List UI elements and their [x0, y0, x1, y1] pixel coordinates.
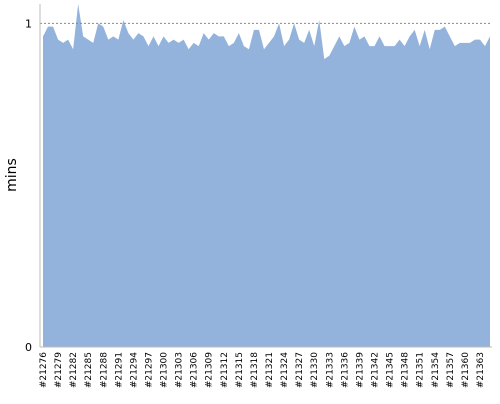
- x-tick-label: #21336: [340, 352, 350, 388]
- x-tick-label: #21315: [235, 352, 245, 388]
- x-tick-label: #21282: [69, 352, 79, 388]
- x-tick-label: #21363: [476, 352, 486, 388]
- x-tick-label: #21288: [99, 352, 109, 388]
- x-tick-label: #21300: [160, 352, 170, 388]
- x-tick-label: #21324: [280, 352, 290, 388]
- x-tick-label: #21285: [84, 352, 94, 388]
- x-tick-label: #21351: [416, 352, 426, 388]
- x-tick-label: #21345: [386, 352, 396, 388]
- x-tick-label: #21327: [295, 352, 305, 388]
- x-tick-label: #21276: [39, 352, 49, 388]
- x-tick-label: #21318: [250, 352, 260, 388]
- x-tick-label: #21303: [175, 352, 185, 388]
- x-tick-label: #21360: [461, 352, 471, 388]
- x-tick-label: #21330: [310, 352, 320, 388]
- x-tick-label: #21279: [54, 352, 64, 388]
- y-tick-label: 1: [25, 17, 32, 30]
- y-axis-label: mins: [4, 158, 20, 192]
- x-tick-label: #21309: [205, 352, 215, 388]
- x-tick-label: #21333: [325, 352, 335, 388]
- x-tick-label: #21357: [446, 352, 456, 388]
- area: [43, 4, 490, 347]
- x-tick-label: #21354: [431, 352, 441, 388]
- x-tick-label: #21321: [265, 352, 275, 388]
- x-tick-label: #21291: [114, 352, 124, 388]
- x-tick-label: #21294: [129, 352, 139, 388]
- y-tick-label: 0: [25, 341, 32, 354]
- x-tick-label: #21306: [190, 352, 200, 388]
- x-tick-label: #21348: [401, 352, 411, 388]
- x-tick-label: #21342: [370, 352, 380, 388]
- x-tick-label: #21312: [220, 352, 230, 388]
- x-tick-label: #21297: [144, 352, 154, 388]
- x-tick-label: #21339: [355, 352, 365, 388]
